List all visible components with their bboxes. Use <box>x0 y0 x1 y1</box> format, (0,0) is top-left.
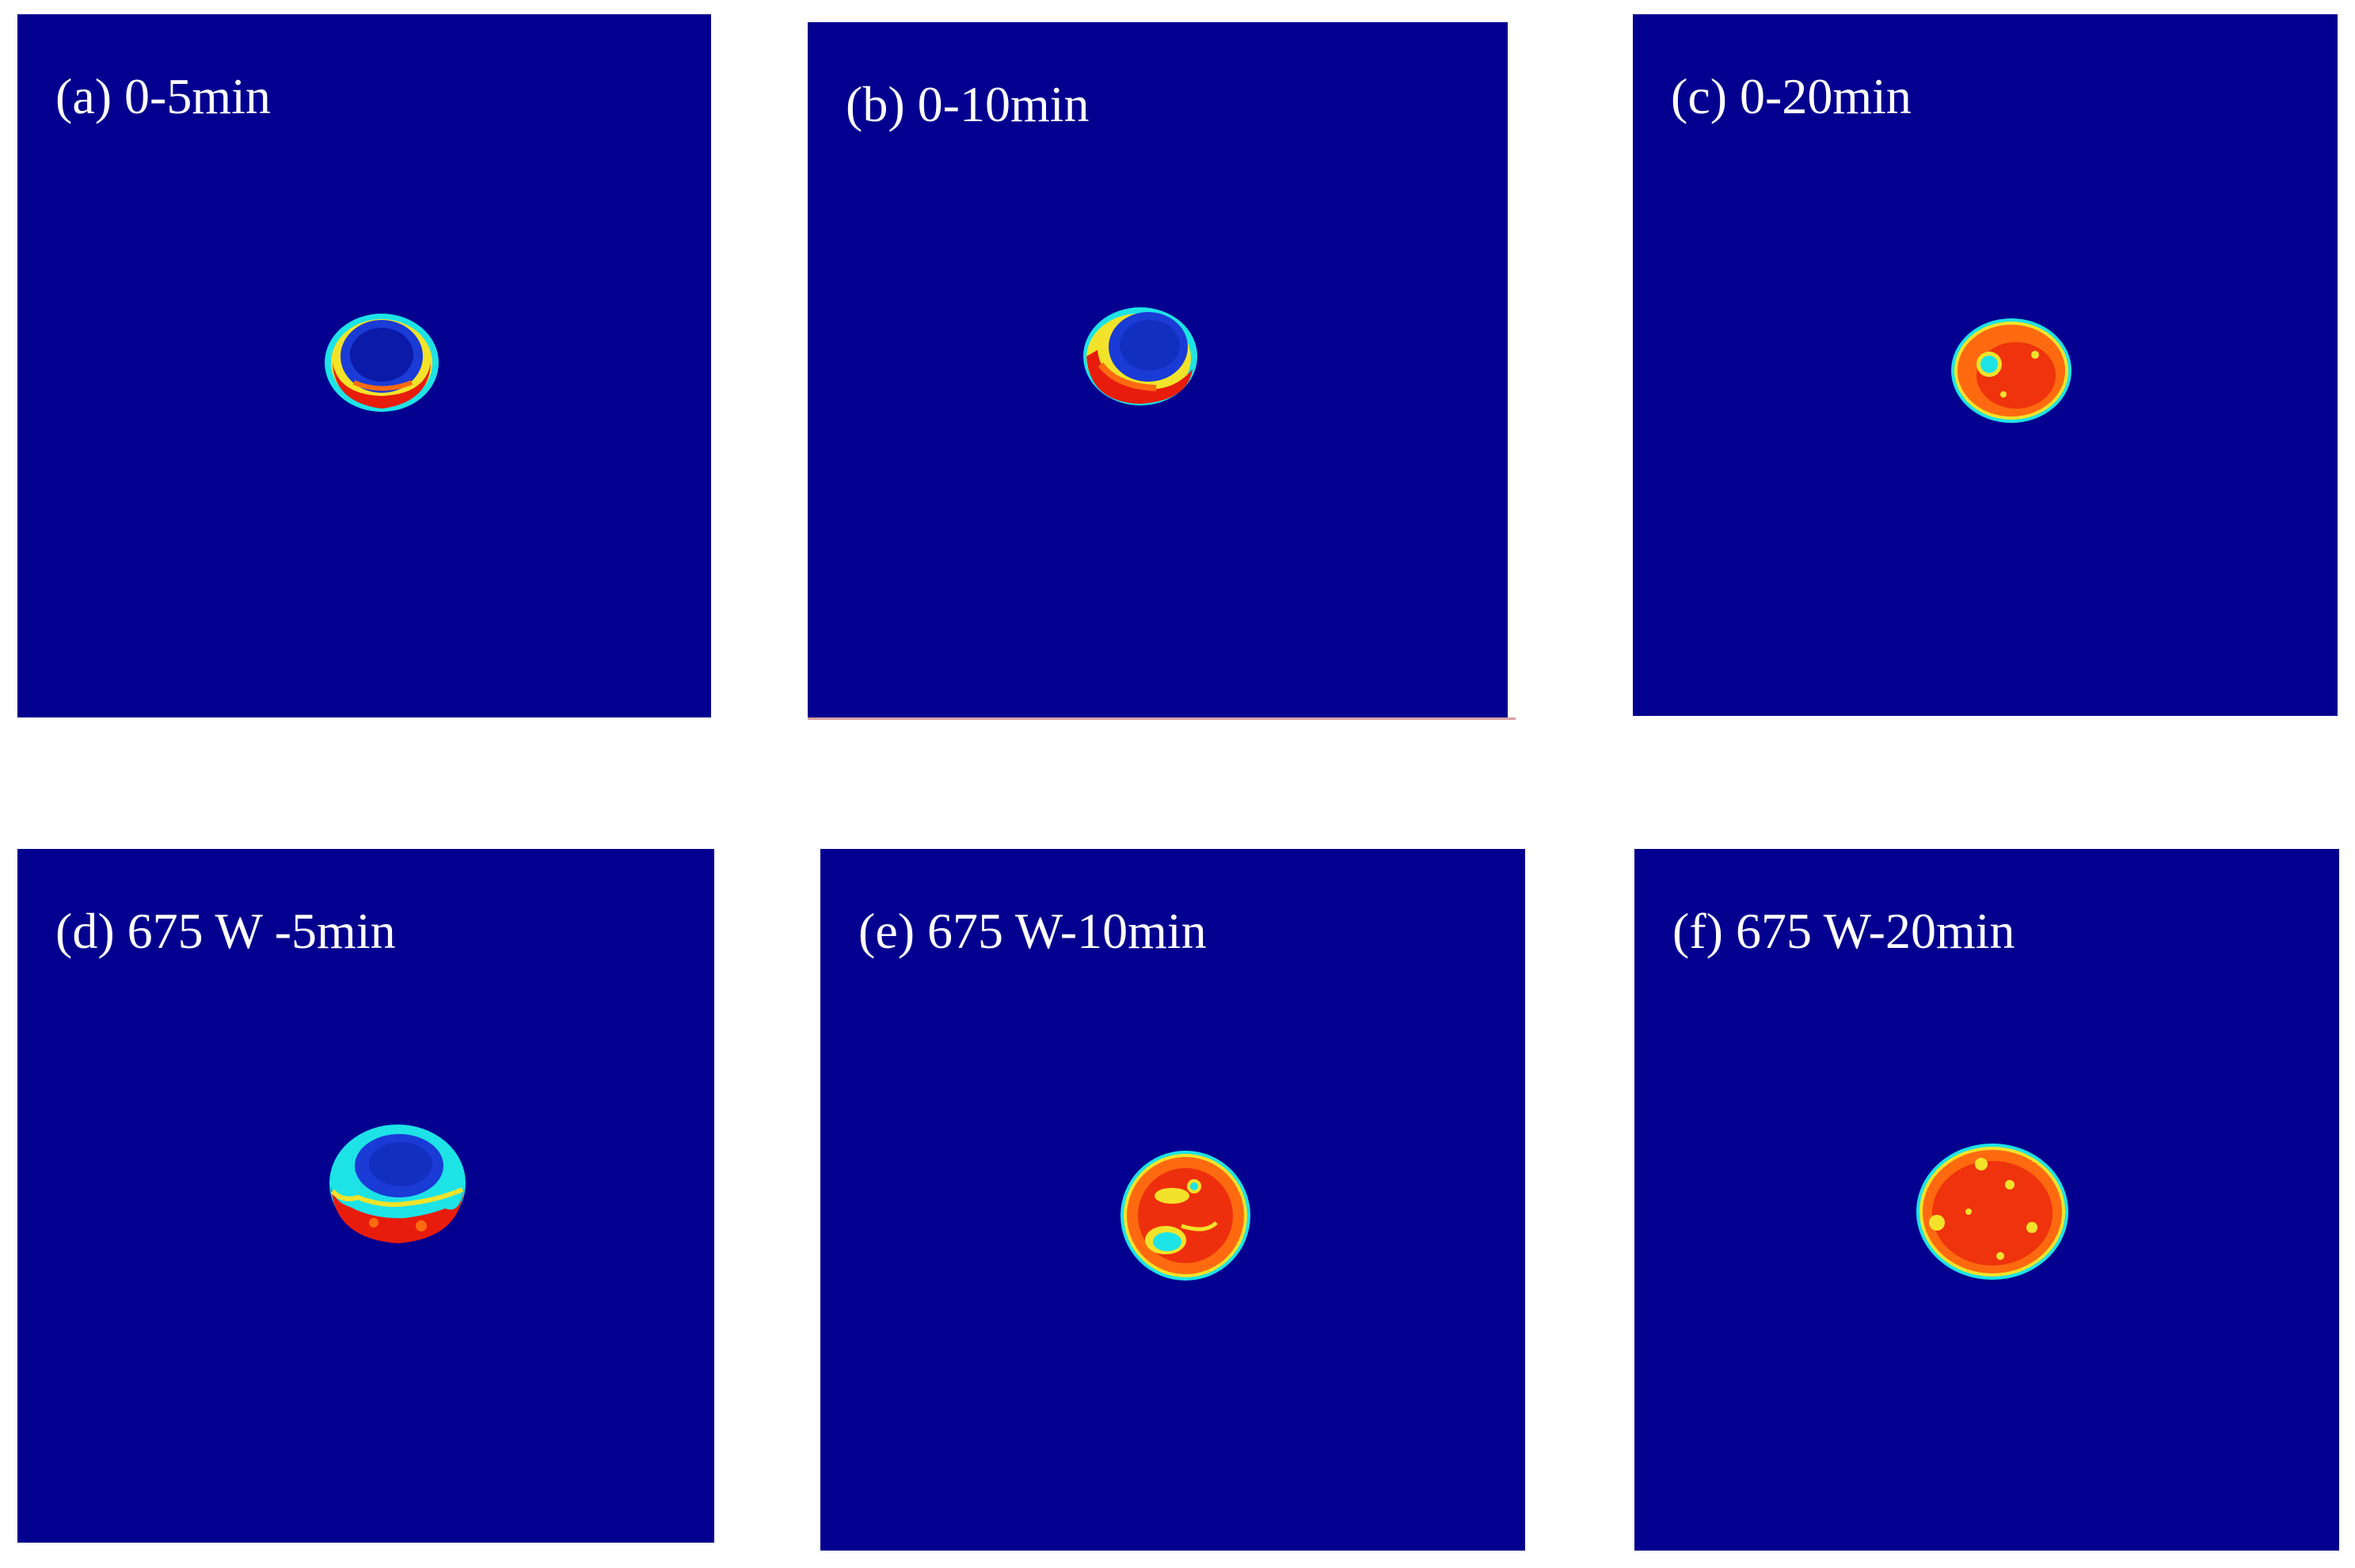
thermal-panel-e: (e) 675 W-10min <box>820 849 1525 1551</box>
thermal-blob-c <box>1951 318 2072 423</box>
panel-b-bottom-edge <box>808 717 1516 720</box>
thermal-panel-a: (a) 0-5min <box>17 14 711 717</box>
thermal-blob-b <box>1083 307 1197 405</box>
thermal-panel-f: (f) 675 W-20min <box>1634 849 2339 1551</box>
thermal-panel-c: (c) 0-20min <box>1633 14 2338 716</box>
thermal-blob-f <box>1916 1144 2068 1280</box>
thermal-blob-a <box>325 314 439 412</box>
thermal-blob-d <box>329 1125 466 1243</box>
thermal-panel-d: (d) 675 W -5min <box>17 849 714 1543</box>
panel-label-e: (e) 675 W-10min <box>858 903 1207 959</box>
panel-label-d: (d) 675 W -5min <box>55 903 396 959</box>
thermal-blob-e <box>1120 1151 1250 1281</box>
panel-label-c: (c) 0-20min <box>1671 68 1912 124</box>
thermal-panel-b: (b) 0-10min <box>808 22 1508 719</box>
panel-label-f: (f) 675 W-20min <box>1672 903 2015 959</box>
panel-label-a: (a) 0-5min <box>55 68 271 124</box>
panel-label-b: (b) 0-10min <box>846 76 1090 132</box>
